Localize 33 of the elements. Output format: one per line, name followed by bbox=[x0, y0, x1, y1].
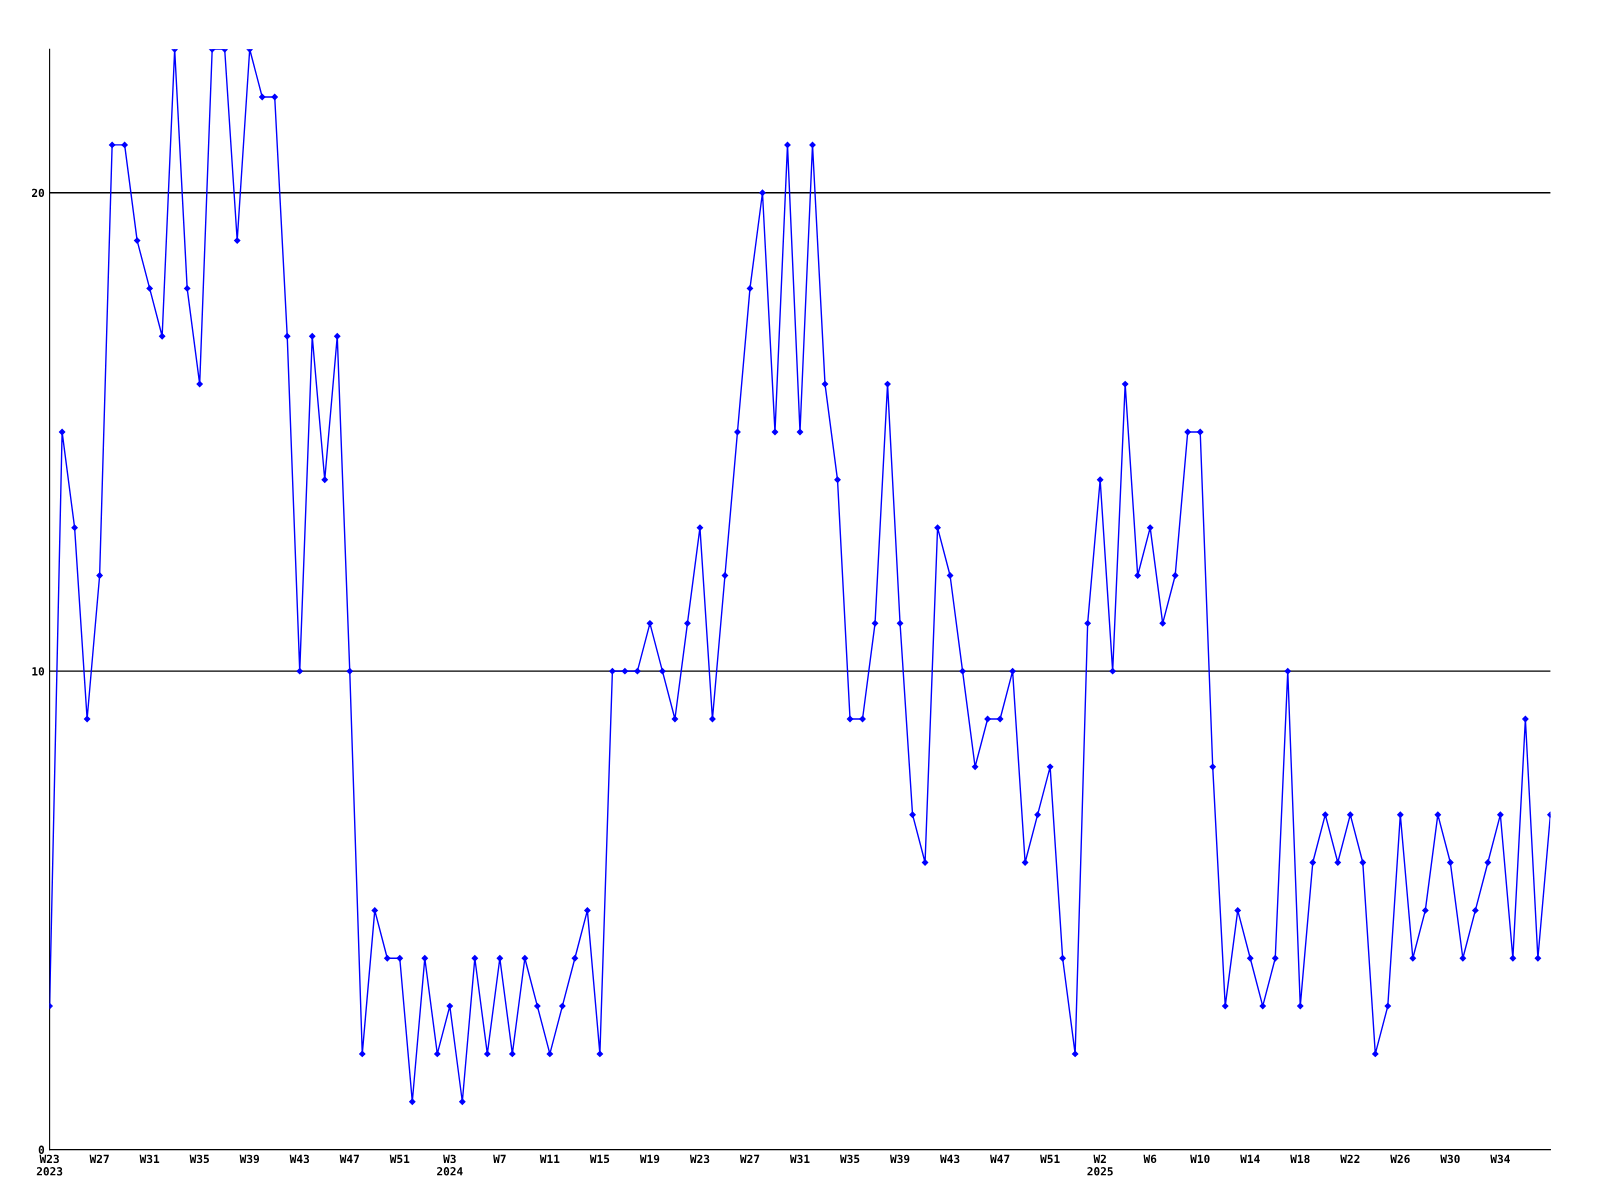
x-tick-label: W18 bbox=[1290, 1154, 1310, 1164]
x-tick-label: W31 bbox=[789, 1154, 810, 1164]
x-tick-label: W43 bbox=[289, 1154, 310, 1164]
x-tick-label: W43 bbox=[940, 1154, 960, 1164]
x-tick-label: W35 bbox=[189, 1154, 209, 1164]
y-tick-label: 20 bbox=[31, 188, 45, 198]
x-tick-label: W6 bbox=[1143, 1154, 1157, 1164]
x-tick-label: W19 bbox=[639, 1154, 660, 1164]
x-tick-label: W2 2025 bbox=[1087, 1154, 1113, 1176]
x-tick-label: W27 bbox=[739, 1154, 760, 1163]
x-tick-label: W22 bbox=[1340, 1154, 1360, 1163]
x-tick-label: W10 bbox=[1190, 1154, 1210, 1164]
y-tick-label: 10 bbox=[32, 667, 45, 676]
x-tick-label: W14 bbox=[1240, 1154, 1260, 1163]
x-tick-label: W31 bbox=[139, 1154, 160, 1164]
x-tick-label: W47 bbox=[339, 1154, 359, 1163]
x-tick-label: W39 bbox=[239, 1154, 260, 1164]
x-tick-label: W47 bbox=[990, 1154, 1010, 1163]
x-tick-label: W35 bbox=[839, 1154, 860, 1164]
x-tick-label: W34 bbox=[1490, 1154, 1510, 1164]
x-tick-label: W27 bbox=[89, 1154, 109, 1163]
x-tick-label: W51 bbox=[389, 1154, 410, 1164]
x-tick-label: W3 2024 bbox=[437, 1154, 463, 1176]
x-tick-label: W23 2023 bbox=[36, 1154, 63, 1176]
x-tick-label: W7 bbox=[493, 1154, 506, 1163]
x-tick-label: W39 bbox=[890, 1154, 910, 1164]
x-tick-label: W11 bbox=[539, 1154, 560, 1163]
y-tick-label: 0 bbox=[38, 1145, 45, 1154]
x-tick-label: W23 bbox=[689, 1154, 710, 1164]
x-tick-label: W15 bbox=[589, 1154, 610, 1164]
x-tick-label: W30 bbox=[1440, 1154, 1460, 1164]
x-tick-label: W51 bbox=[1040, 1154, 1060, 1164]
x-tick-label: W26 bbox=[1390, 1154, 1410, 1164]
